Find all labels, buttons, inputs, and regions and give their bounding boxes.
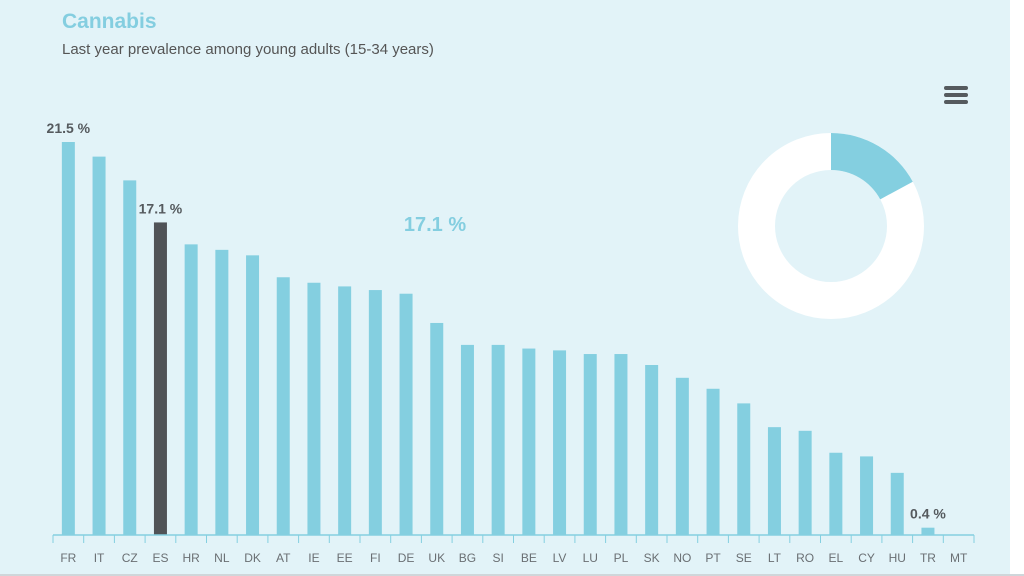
x-tick-label-at: AT [276,551,291,565]
x-tick-label-uk: UK [428,551,445,565]
bar-bg[interactable] [460,344,474,535]
bar-de[interactable] [399,293,413,535]
x-tick-label-hu: HU [889,551,906,565]
x-tick-label-it: IT [94,551,105,565]
bottom-divider [0,574,1024,576]
x-tick-label-bg: BG [459,551,476,565]
bar-lu[interactable] [583,354,597,535]
value-labels: 21.5 % 17.1 % 0.4 % [47,120,947,522]
x-tick-label-dk: DK [244,551,261,565]
x-tick-label-hr: HR [182,551,200,565]
right-margin [1010,0,1024,576]
x-tick-label-tr: TR [920,551,936,565]
x-tick-label-el: EL [829,551,844,565]
donut-slice-highlighted [831,133,913,200]
chart-subtitle: Last year prevalence among young adults … [62,41,434,58]
bar-ro[interactable] [798,430,812,535]
x-tick-label-sk: SK [644,551,660,565]
x-tick-label-cz: CZ [122,551,138,565]
x-tick-label-mt: MT [950,551,968,565]
bar-no[interactable] [675,377,689,535]
bar-at[interactable] [276,277,290,535]
hamburger-menu-icon[interactable] [942,84,970,106]
chart-title: Cannabis [62,10,157,33]
bar-el[interactable] [829,452,843,535]
bar-ie[interactable] [307,282,321,535]
bar-fi[interactable] [368,290,382,535]
x-tick-label-lv: LV [553,551,567,565]
x-tick-label-se: SE [736,551,752,565]
bar-si[interactable] [491,344,505,535]
bar-lt[interactable] [767,427,781,535]
bar-cz[interactable] [123,180,137,535]
x-axis [52,534,975,543]
x-tick-label-lu: LU [583,551,598,565]
x-tick-label-ie: IE [308,551,319,565]
bar-pt[interactable] [706,388,720,535]
highlighted-value: 17.1 % [404,214,466,236]
x-tick-label-ro: RO [796,551,814,565]
x-tick-label-fi: FI [370,551,381,565]
x-tick-label-fr: FR [60,551,76,565]
x-tick-label-cy: CY [858,551,875,565]
donut-chart [738,133,924,319]
bar-nl[interactable] [215,249,229,536]
x-tick-label-si: SI [492,551,503,565]
bar-dk[interactable] [246,255,260,535]
bar-hr[interactable] [184,244,198,535]
bar-cy[interactable] [860,456,874,535]
bar-lv[interactable] [553,350,567,535]
bar-tr[interactable] [921,527,935,535]
x-tick-label-be: BE [521,551,537,565]
bar-pl[interactable] [614,354,628,535]
x-tick-label-pl: PL [614,551,629,565]
bar-sk[interactable] [645,365,659,535]
min-value-label: 0.4 % [910,506,946,522]
max-value-label: 21.5 % [47,120,91,136]
x-tick-label-lt: LT [768,551,782,565]
bar-hu[interactable] [890,472,904,535]
x-axis-tick-labels: FR IT CZ ES HR NL DK AT IE EE FI DE UK BG SI BE LV LU PL SK… [60,551,968,565]
bar-ee[interactable] [338,286,352,535]
x-tick-label-nl: NL [214,551,230,565]
x-tick-label-ee: EE [337,551,353,565]
selected-value-label: 17.1 % [139,200,183,216]
bars-group [61,142,935,536]
x-tick-label-pt: PT [705,551,721,565]
x-tick-label-es: ES [152,551,168,565]
bar-fr[interactable] [61,142,75,535]
bar-be[interactable] [522,348,536,535]
x-tick-label-de: DE [398,551,415,565]
bar-se[interactable] [737,403,751,535]
x-tick-label-no: NO [673,551,691,565]
bar-uk[interactable] [430,322,444,535]
bar-it[interactable] [92,156,106,535]
bar-es[interactable] [153,222,167,535]
